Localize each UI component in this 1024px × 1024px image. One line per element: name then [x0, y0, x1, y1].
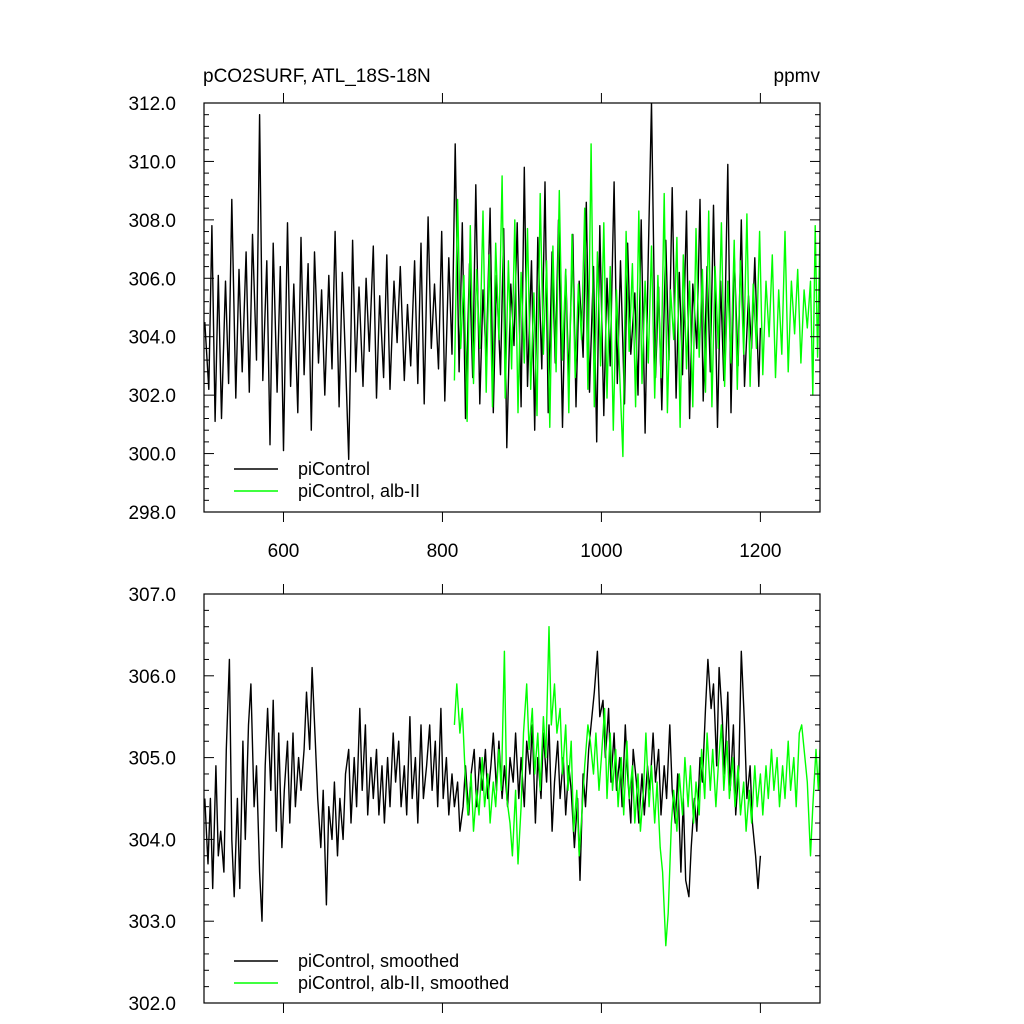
- y-tick-label: 306.0: [128, 269, 176, 290]
- x-tick-label: 600: [268, 541, 300, 562]
- bottom-panel-plot-area: [204, 626, 820, 947]
- legend-label-picontrol: piControl, smoothed: [298, 951, 459, 971]
- y-tick-label: 304.0: [128, 830, 176, 851]
- y-tick-label: 302.0: [128, 994, 176, 1015]
- top-panel-axes: 298.0 300.0 302.0 304.0 306.0 308.0 310.0 312.0…: [128, 93, 821, 562]
- y-tick-label: 303.0: [128, 912, 176, 933]
- y-tick-label: 300.0: [128, 445, 176, 466]
- plot-frame: [203, 102, 821, 513]
- y-tick-label: 312.0: [128, 94, 176, 115]
- y-tick-label: 298.0: [128, 503, 176, 524]
- y-tick-label: 308.0: [128, 211, 176, 232]
- top-panel: pCO2SURF, ATL_18S-18N ppmv 298.0 300.0 302…: [128, 66, 821, 562]
- y-tick-label: 305.0: [128, 749, 176, 770]
- series-line-picontrol: [204, 650, 762, 922]
- top-panel-title: pCO2SURF, ATL_18S-18N: [203, 66, 431, 87]
- y-tick-label: 310.0: [128, 152, 176, 173]
- x-tick-label: 800: [427, 541, 459, 562]
- series-line-alb-ii: [453, 143, 820, 458]
- top-panel-units: ppmv: [774, 66, 821, 87]
- x-tick-label: 1000: [580, 541, 622, 562]
- legend-label-alb-ii: piControl, alb-II, smoothed: [298, 973, 509, 993]
- y-tick-label: 307.0: [128, 585, 176, 606]
- series-line-alb-ii: [453, 626, 820, 947]
- bottom-panel: 302.0 303.0 304.0 305.0 306.0 307.0 piControl…: [128, 584, 821, 1015]
- y-tick-label: 306.0: [128, 667, 176, 688]
- legend-label-alb-ii: piControl, alb-II: [298, 481, 420, 501]
- top-panel-plot-area: [204, 103, 820, 461]
- y-tick-label: 304.0: [128, 328, 176, 349]
- x-tick-label: 1200: [739, 541, 781, 562]
- bottom-panel-axes: 302.0 303.0 304.0 305.0 306.0 307.0: [128, 584, 821, 1015]
- y-tick-label: 302.0: [128, 386, 176, 407]
- plot-frame: [203, 593, 821, 1004]
- legend-label-picontrol: piControl: [298, 459, 370, 479]
